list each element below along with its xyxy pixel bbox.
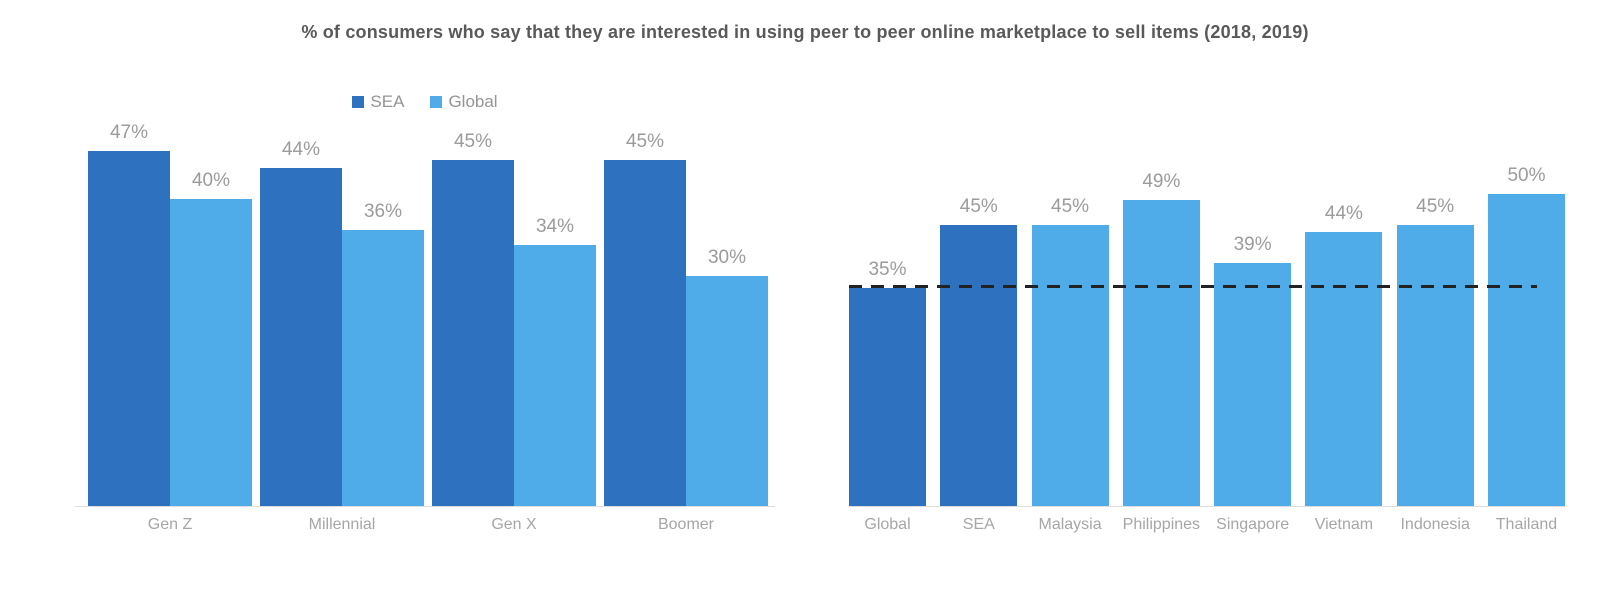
axis-label-indonesia: Indonesia — [1400, 516, 1470, 533]
bar-group-boomer: 45% 30% — [604, 122, 768, 506]
bar-thailand: 50% — [1487, 163, 1565, 506]
bar-rect-sea-gen-x — [432, 160, 514, 506]
bar-malaysia: 45% — [1031, 163, 1109, 506]
value-label-philippines: 49% — [1142, 171, 1181, 193]
legend: SEA Global — [75, 92, 775, 112]
generations-axis-labels: Gen Z Millennial Gen X Boomer — [75, 516, 775, 534]
bar-rect-global-gen-z — [170, 198, 252, 506]
axis-label-gen-x: Gen X — [491, 516, 537, 533]
value-label-sea-gen-x: 45% — [453, 131, 493, 153]
axis-label-boomer: Boomer — [657, 516, 715, 533]
value-label-sea-millennial: 44% — [281, 139, 321, 161]
bar-global-gen-z: 40% — [170, 122, 252, 506]
axis-label-sea: SEA — [962, 516, 995, 533]
bar-rect-global-gen-x — [514, 244, 596, 506]
legend-label-sea: SEA — [370, 92, 405, 111]
bar-group-millennial: 44% 36% — [260, 122, 424, 506]
bar-vietnam: 44% — [1305, 163, 1383, 506]
bar-sea-millennial: 44% — [260, 122, 342, 506]
axis-label-gen-z: Gen Z — [147, 516, 193, 533]
value-label-sea-boomer: 45% — [625, 131, 665, 153]
value-label-singapore: 39% — [1233, 233, 1272, 255]
bar-rect-philippines — [1122, 200, 1200, 506]
bar-global-gen-x: 34% — [514, 122, 596, 506]
bar-rect-vietnam — [1305, 231, 1383, 506]
value-label-thailand: 50% — [1507, 165, 1546, 187]
legend-label-global: Global — [448, 92, 498, 111]
bar-philippines: 49% — [1122, 163, 1200, 506]
axis-label-singapore: Singapore — [1216, 516, 1290, 533]
legend-item-global: Global — [430, 92, 498, 112]
value-label-global: 35% — [868, 258, 907, 280]
bar-group-gen-z: 47% 40% — [88, 122, 252, 506]
value-label-vietnam: 44% — [1324, 202, 1363, 224]
axis-label-philippines: Philippines — [1122, 516, 1201, 533]
bar-rect-sea-millennial — [260, 168, 342, 506]
bar-sea-gen-x: 45% — [432, 122, 514, 506]
axis-label-thailand: Thailand — [1495, 516, 1558, 533]
legend-swatch-global — [430, 96, 443, 108]
bar-sea-boomer: 45% — [604, 122, 686, 506]
value-label-sea: 45% — [959, 196, 998, 218]
value-label-global-boomer: 30% — [707, 246, 747, 268]
chart-title: % of consumers who say that they are int… — [301, 22, 1309, 42]
axis-label-malaysia: Malaysia — [1038, 516, 1102, 533]
bar-rect-sea — [940, 225, 1018, 506]
value-label-global-gen-z: 40% — [191, 169, 231, 191]
bar-indonesia: 45% — [1396, 163, 1474, 506]
value-label-global-gen-x: 34% — [535, 215, 575, 237]
legend-item-sea: SEA — [352, 92, 404, 112]
countries-axis-labels: Global SEA Malaysia Philippines Singapore Vie… — [849, 516, 1565, 534]
bar-global-boomer: 30% — [686, 122, 768, 506]
bar-singapore: 39% — [1214, 163, 1292, 506]
value-label-global-millennial: 36% — [363, 200, 403, 222]
axis-label-millennial: Millennial — [308, 516, 376, 533]
bar-rect-global-boomer — [686, 275, 768, 506]
reference-line — [849, 284, 1537, 288]
value-label-malaysia: 45% — [1051, 196, 1090, 218]
generations-chart-plot: 47% 40% 44% 36% 45% 34% 45% 30% — [75, 122, 775, 507]
bar-sea: 45% — [940, 163, 1018, 506]
countries-chart-plot: 35% 45% 45% 49% 39% 44% 45% 50% — [849, 163, 1565, 507]
bar-rect-global-millennial — [342, 229, 424, 506]
value-label-sea-gen-z: 47% — [109, 122, 149, 143]
bar-group-gen-x: 45% 34% — [432, 122, 596, 506]
bar-global: 35% — [849, 163, 926, 506]
bar-sea-gen-z: 47% — [88, 122, 170, 506]
bar-rect-global — [849, 287, 926, 506]
bar-rect-sea-gen-z — [88, 151, 170, 506]
value-label-indonesia: 45% — [1416, 196, 1455, 218]
bar-rect-singapore — [1214, 262, 1292, 506]
bar-rect-indonesia — [1396, 225, 1474, 506]
bar-global-millennial: 36% — [342, 122, 424, 506]
axis-label-vietnam: Vietnam — [1314, 516, 1374, 533]
bar-rect-sea-boomer — [604, 160, 686, 506]
axis-label-global: Global — [864, 516, 911, 533]
bar-rect-malaysia — [1031, 225, 1109, 506]
bar-rect-thailand — [1487, 194, 1565, 506]
legend-swatch-sea — [352, 96, 365, 108]
